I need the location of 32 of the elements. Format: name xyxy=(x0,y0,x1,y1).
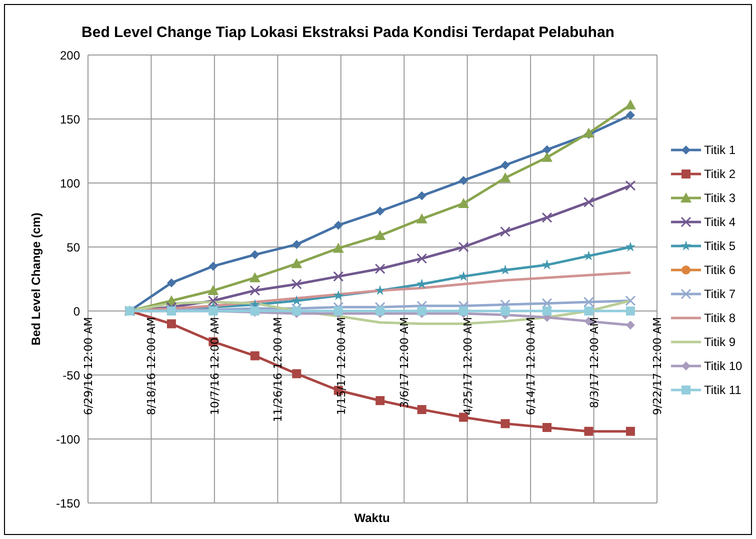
x-tick-label: 4/25/17 12:00 AM xyxy=(461,317,474,416)
legend-label: Titik 5 xyxy=(704,238,736,252)
y-tick-label: 100 xyxy=(60,176,80,190)
x-tick-label: 8/3/17 12:00 AM xyxy=(588,317,601,408)
y-tick-label: 50 xyxy=(66,240,80,254)
legend-label: Titik 6 xyxy=(704,262,736,276)
legend-label: Titik 10 xyxy=(704,358,742,372)
y-axis-title: Bed Level Change (cm) xyxy=(29,212,43,346)
x-tick-label: 3/6/17 12:00 AM xyxy=(398,317,412,408)
legend-label: Titik 11 xyxy=(704,382,742,396)
legend-label: Titik 2 xyxy=(704,166,736,180)
x-tick-label: 10/7/16 12:00 AM xyxy=(208,317,222,416)
legend-label: Titik 3 xyxy=(704,190,736,204)
x-tick-label: 8/18/16 12:00 AM xyxy=(145,317,158,416)
y-tick-label: 200 xyxy=(60,48,80,62)
legend-label: Titik 1 xyxy=(704,142,736,156)
chart-title: Bed Level Change Tiap Lokasi Ekstraksi Pada Kondisi Terdapat Pelabuhan xyxy=(80,24,616,41)
legend-label: Titik 9 xyxy=(704,334,736,348)
legend-label: Titik 8 xyxy=(704,310,736,324)
x-tick-label: 9/22/17 12:00 AM xyxy=(651,317,664,416)
x-tick-label: 6/29/16 12:00 AM xyxy=(82,317,95,416)
y-tick-label: -150 xyxy=(56,496,80,510)
y-tick-label: 150 xyxy=(60,112,80,126)
x-tick-label: 11/26/16 12:00 AM xyxy=(272,317,285,422)
y-tick-label: 0 xyxy=(73,304,80,318)
legend-label: Titik 7 xyxy=(704,286,736,300)
y-tick-label: -100 xyxy=(56,432,80,446)
x-axis-title: Waktu xyxy=(353,511,391,525)
legend-label: Titik 4 xyxy=(704,214,736,228)
x-tick-label: 1/15/17 12:00 AM xyxy=(334,317,348,416)
y-tick-label: -50 xyxy=(62,368,80,382)
x-tick-label: 6/14/17 12:00 AM xyxy=(524,317,538,416)
